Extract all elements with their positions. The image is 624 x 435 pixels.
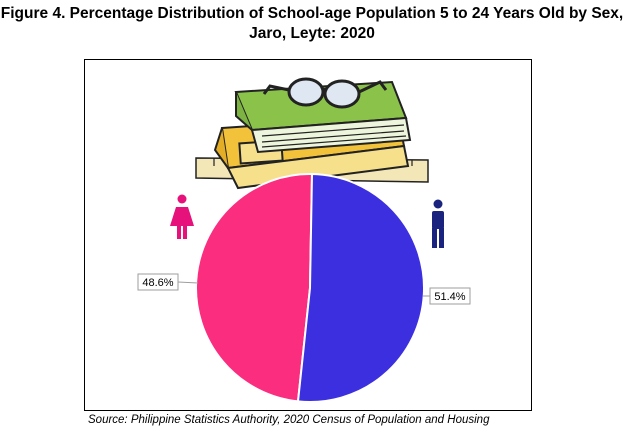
pie-labels: 48.6% 51.4% (137, 273, 471, 305)
chart-title-line-1: Figure 4. Percentage Distribution of Sch… (0, 5, 624, 22)
leader-line-female (177, 281, 199, 284)
data-label-female: 48.6% (142, 277, 173, 289)
female-person-icon (170, 194, 194, 239)
male-person-icon (432, 199, 444, 248)
chart-title: Figure 4. Percentage Distribution of Sch… (0, 4, 624, 44)
chart-title-line-2: Jaro, Leyte: 2020 (249, 25, 375, 42)
pie-slices (195, 172, 425, 403)
books-and-glasses-illustration (195, 77, 429, 190)
pie-slice-female (195, 173, 314, 403)
source-note: Source: Philippine Statistics Authority,… (88, 414, 490, 426)
pie-slice-male (296, 172, 425, 403)
data-label-male: 51.4% (434, 291, 465, 303)
